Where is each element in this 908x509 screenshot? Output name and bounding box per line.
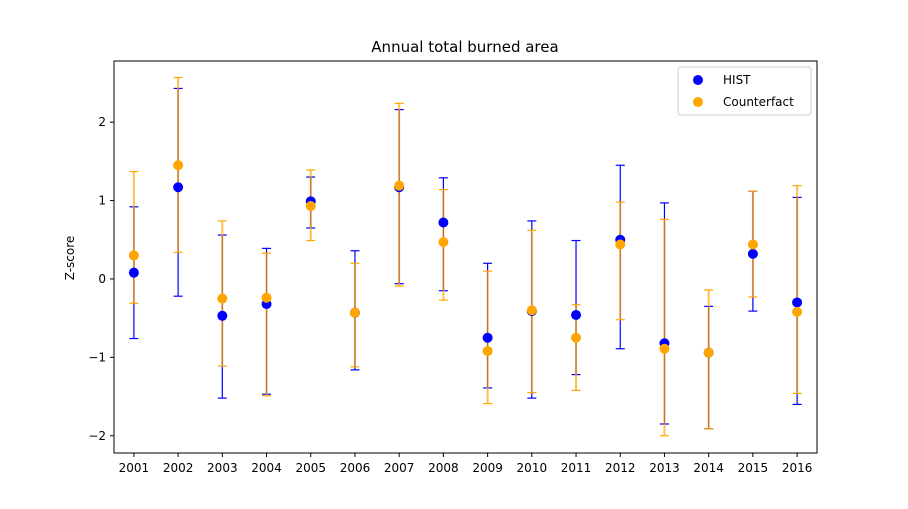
point-counterfact — [792, 306, 803, 317]
x-tick-label: 2002 — [163, 461, 194, 475]
point-hist — [128, 267, 139, 278]
x-tick-label: 2003 — [207, 461, 238, 475]
x-tick-label: 2005 — [295, 461, 326, 475]
point-hist — [747, 248, 758, 259]
x-tick-label: 2001 — [119, 461, 150, 475]
point-counterfact — [526, 305, 537, 316]
y-tick-label: 1 — [98, 194, 106, 208]
data-points — [128, 160, 803, 358]
point-counterfact — [128, 250, 139, 261]
x-tick-label: 2006 — [340, 461, 371, 475]
legend-marker-counterfact — [693, 97, 703, 107]
point-counterfact — [394, 180, 405, 191]
point-counterfact — [482, 346, 493, 357]
point-counterfact — [305, 201, 316, 212]
point-counterfact — [217, 293, 228, 304]
point-counterfact — [615, 239, 626, 250]
point-counterfact — [659, 343, 670, 354]
point-hist — [571, 310, 582, 321]
x-tick-label: 2004 — [251, 461, 282, 475]
point-counterfact — [173, 160, 184, 171]
legend-marker-hist — [693, 75, 703, 85]
x-tick-label: 2014 — [693, 461, 724, 475]
chart-title: Annual total burned area — [371, 38, 558, 56]
y-tick-label: 0 — [98, 272, 106, 286]
axis-ticks: −2 −1 0 1 2 2001 2002 2003 2004 2005 2006 2007 2008 2… — [88, 115, 812, 475]
x-tick-label: 2016 — [782, 461, 813, 475]
y-tick-label: −1 — [88, 350, 106, 364]
plot-frame — [113, 60, 818, 454]
point-counterfact — [571, 332, 582, 343]
point-hist — [217, 310, 228, 321]
legend-label-hist: HIST — [723, 73, 751, 87]
point-hist — [438, 217, 449, 228]
x-tick-label: 2012 — [605, 461, 636, 475]
legend-label-counterfact: Counterfact — [723, 95, 794, 109]
x-tick-label: 2009 — [472, 461, 503, 475]
point-hist — [173, 182, 184, 193]
point-hist — [792, 297, 803, 308]
legend: HIST Counterfact — [677, 66, 812, 116]
point-counterfact — [747, 239, 758, 250]
x-tick-label: 2015 — [738, 461, 769, 475]
point-hist — [482, 332, 493, 343]
point-counterfact — [438, 237, 449, 248]
y-axis-label: Z-score — [63, 236, 77, 281]
x-tick-label: 2011 — [561, 461, 592, 475]
legend-box — [677, 66, 812, 116]
point-counterfact — [349, 307, 360, 318]
point-counterfact — [261, 292, 272, 303]
y-tick-label: −2 — [88, 429, 106, 443]
x-tick-label: 2010 — [517, 461, 548, 475]
x-tick-label: 2008 — [428, 461, 459, 475]
point-counterfact — [703, 347, 714, 358]
error-bars — [129, 76, 802, 437]
y-tick-label: 2 — [98, 115, 106, 129]
x-tick-label: 2007 — [384, 461, 415, 475]
x-tick-label: 2013 — [649, 461, 680, 475]
